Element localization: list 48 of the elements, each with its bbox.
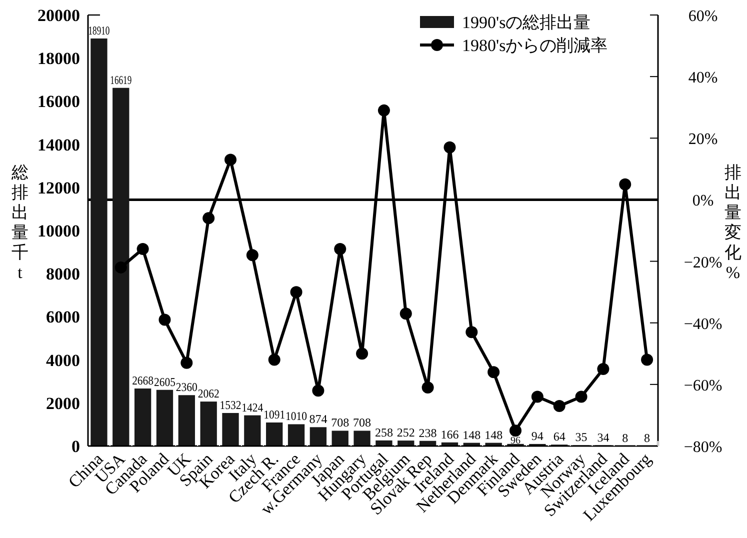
legend-label: 1990'sの総排出量 <box>462 13 591 32</box>
data-label: 2360 <box>176 380 200 394</box>
data-label: 166 <box>440 427 459 442</box>
data-label: 35 <box>575 430 588 444</box>
data-label: 16619 <box>110 72 140 87</box>
y2-tick-label: −20% <box>684 254 722 272</box>
data-label: 1010 <box>286 409 310 424</box>
y-tick-label: 18000 <box>38 49 80 68</box>
y-tick-label: 0 <box>72 437 80 456</box>
data-label: 2605 <box>154 374 178 389</box>
legend-label: 1980'sからの削減率 <box>462 36 608 55</box>
y2-tick-label: 40% <box>688 70 718 87</box>
data-label: 238 <box>418 426 437 440</box>
y2-tick-label: 60% <box>688 8 718 25</box>
y-tick-label: 2000 <box>46 394 80 413</box>
y2-tick-label: −60% <box>684 377 722 394</box>
data-label: 1424 <box>242 400 266 414</box>
data-label: 708 <box>331 416 350 430</box>
y-tick-label: 8000 <box>46 264 80 284</box>
data-label: 1091 <box>264 407 288 422</box>
y-tick-label: 12000 <box>38 178 80 198</box>
data-label: 258 <box>374 425 393 440</box>
y2-tick-label: 0% <box>692 192 714 210</box>
y-tick-label: 6000 <box>46 308 80 327</box>
data-label: 64 <box>553 430 566 444</box>
data-label: 8 <box>644 430 650 445</box>
data-label: 874 <box>309 412 328 426</box>
y-axis-title: 総排出量千t <box>10 163 28 282</box>
y-tick-label: 4000 <box>46 350 80 370</box>
data-label: 1532 <box>220 398 244 412</box>
y-tick-label: 14000 <box>38 135 80 154</box>
y-tick-label: 20000 <box>38 6 80 25</box>
data-label: 148 <box>462 428 481 442</box>
y2-tick-label: −80% <box>684 439 722 456</box>
y-tick-label: 10000 <box>38 222 80 240</box>
data-label: 2062 <box>198 386 222 401</box>
data-label: 34 <box>597 430 610 444</box>
data-label: 96 <box>510 435 520 446</box>
data-label: 148 <box>484 428 503 442</box>
y-tick-label: 16000 <box>38 92 80 112</box>
data-label: 252 <box>396 426 415 440</box>
y2-tick-label: −40% <box>684 316 722 333</box>
data-label: 94 <box>531 428 544 443</box>
y2-tick-label: 20% <box>688 131 718 148</box>
data-label: 18910 <box>88 23 118 38</box>
y2-axis-title: 排出量変化% <box>724 163 742 282</box>
data-label: 708 <box>353 416 372 430</box>
data-label: 8 <box>622 430 628 445</box>
